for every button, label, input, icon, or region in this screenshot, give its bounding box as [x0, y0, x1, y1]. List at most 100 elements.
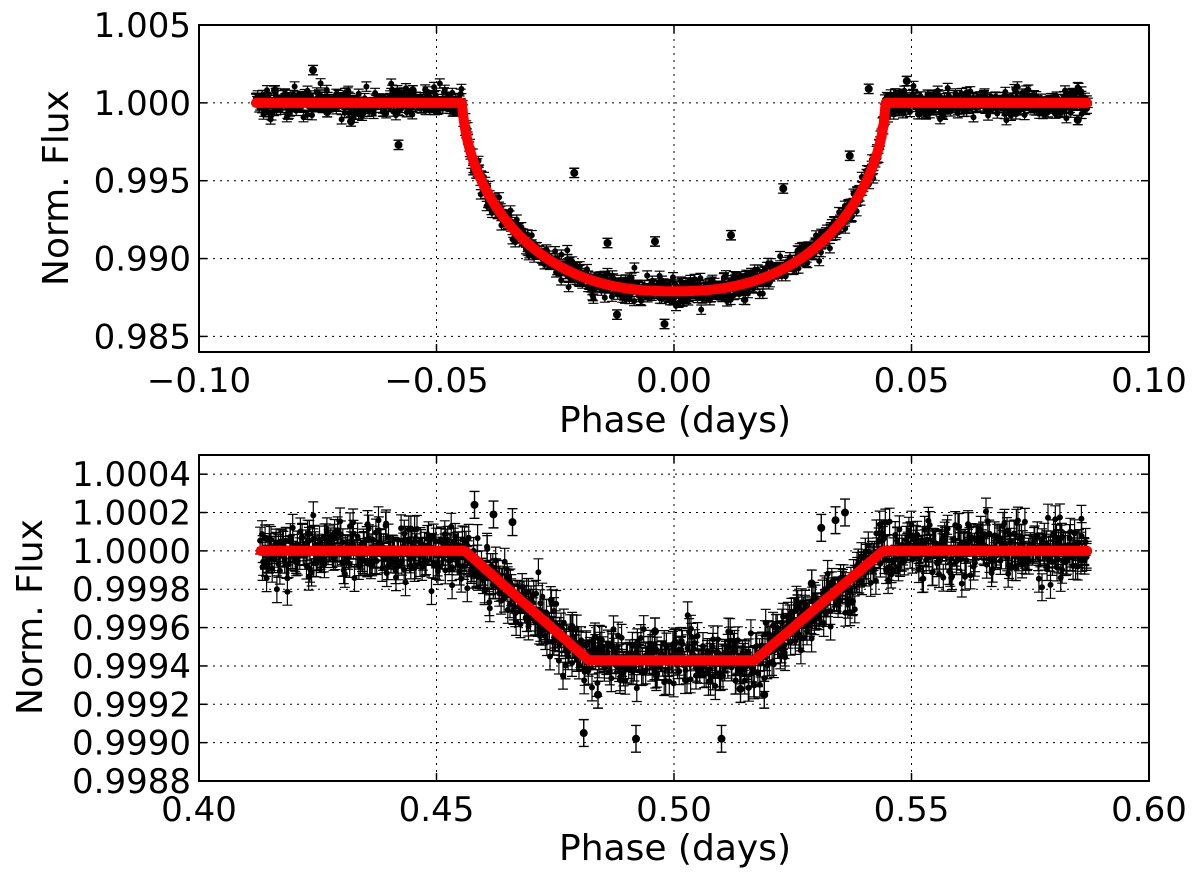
- bottom-outlier-point: [806, 569, 817, 598]
- top-outlier-marker: [394, 140, 403, 149]
- top-outlier-point: [778, 183, 789, 194]
- top-outlier-point: [407, 85, 418, 96]
- bottom-outlier-marker: [508, 518, 517, 527]
- top-outlier-marker: [651, 237, 659, 246]
- top-outlier-marker: [921, 109, 930, 118]
- top-outlier-point: [650, 236, 660, 247]
- bottom-data-points: [255, 490, 1092, 753]
- top-outlier-point: [920, 108, 931, 120]
- bottom-outlier-point: [840, 498, 850, 527]
- top-x-tick-label: −0.10: [147, 361, 251, 401]
- top-outlier-marker: [309, 66, 317, 75]
- top-y-tick-label: 0.995: [94, 162, 191, 202]
- bottom-gridlines: [199, 455, 1149, 781]
- bottom-y-tick-label: 1.0002: [72, 494, 191, 534]
- top-axes: −0.10 −0.05 0.00 0.05 0.10 0.985 0.990 0.995 1.0…: [94, 6, 1187, 401]
- top-outlier-marker: [347, 117, 355, 126]
- top-y-axis-label: Norm. Flux: [36, 90, 77, 286]
- bottom-outlier-point: [830, 506, 841, 535]
- bottom-outlier-marker: [736, 684, 745, 693]
- top-model-line: [251, 97, 1093, 297]
- bottom-x-axis-label: Phase (days): [559, 828, 791, 869]
- top-outlier-marker: [613, 310, 621, 319]
- bottom-outlier-marker: [489, 510, 498, 519]
- bottom-outlier-point: [631, 724, 641, 753]
- bottom-axes: 0.40 0.45 0.50 0.55 0.600.99880.99900.99920.…: [72, 454, 1187, 830]
- bottom-outlier-point: [593, 680, 603, 709]
- top-outlier-point: [393, 139, 404, 151]
- bottom-outlier-marker: [760, 690, 769, 699]
- bottom-panel: 0.40 0.45 0.50 0.55 0.600.99880.99900.99920.…: [10, 454, 1187, 869]
- top-outlier-point: [844, 150, 855, 162]
- top-outlier-point: [1072, 114, 1083, 126]
- bottom-outlier-marker: [717, 734, 726, 743]
- bottom-outlier-marker: [793, 604, 802, 613]
- bottom-outlier-point: [507, 507, 518, 537]
- top-panel: −0.10 −0.05 0.00 0.05 0.10 0.985 0.990 0.995 1.0…: [36, 6, 1187, 441]
- top-outlier-marker: [408, 86, 417, 95]
- top-y-tick-label: 0.985: [94, 317, 191, 357]
- top-outlier-point: [270, 85, 280, 96]
- top-outlier-marker: [864, 84, 873, 93]
- bottom-outlier-point: [469, 490, 480, 519]
- bottom-outlier-point: [488, 500, 499, 529]
- bottom-outlier-marker: [817, 523, 826, 532]
- bottom-y-tick-label: 0.9988: [72, 762, 191, 802]
- top-x-tick-label: 0.05: [874, 361, 950, 401]
- bottom-y-tick-label: 0.9992: [72, 685, 191, 725]
- top-outlier-marker: [727, 231, 735, 240]
- bottom-outlier-marker: [594, 690, 602, 699]
- bottom-outlier-marker: [632, 734, 640, 743]
- bottom-y-tick-label: 0.9990: [72, 724, 191, 764]
- top-outlier-point: [602, 237, 613, 249]
- top-outlier-marker: [603, 239, 612, 247]
- top-y-tick-label: 1.005: [94, 6, 191, 46]
- bottom-outlier-point: [759, 680, 770, 709]
- bottom-outlier-marker: [522, 614, 531, 622]
- top-outlier-marker: [779, 184, 788, 193]
- bottom-outlier-point: [578, 718, 589, 748]
- bottom-x-tick-label: 0.55: [874, 790, 950, 830]
- top-x-tick-label: −0.05: [384, 361, 488, 401]
- top-model-curve: [251, 97, 1093, 297]
- top-outlier-marker: [323, 108, 332, 117]
- top-outlier-marker: [570, 168, 579, 177]
- top-outlier-marker: [660, 319, 669, 328]
- bottom-outlier-point: [716, 724, 727, 753]
- top-outlier-point: [863, 83, 874, 95]
- bottom-outlier-marker: [579, 729, 588, 738]
- top-outlier-point: [726, 229, 736, 241]
- top-outlier-point: [612, 309, 622, 320]
- bottom-outlier-marker: [841, 508, 849, 517]
- top-outlier-point: [308, 64, 318, 76]
- top-outlier-point: [659, 318, 670, 330]
- bottom-outlier-point: [816, 513, 827, 542]
- bottom-outlier-marker: [831, 516, 840, 525]
- top-x-tick-label: 0.10: [1111, 361, 1187, 401]
- top-outlier-point: [901, 75, 912, 87]
- bottom-outlier-marker: [470, 500, 479, 509]
- bottom-y-tick-label: 1.0004: [72, 455, 191, 495]
- top-y-tick-label: 0.990: [94, 240, 191, 280]
- bottom-outlier-marker: [807, 579, 816, 588]
- top-x-axis-label: Phase (days): [559, 400, 791, 441]
- bottom-x-tick-label: 0.60: [1111, 790, 1187, 830]
- bottom-x-tick-label: 0.50: [636, 790, 712, 830]
- bottom-y-tick-label: 0.9996: [72, 609, 191, 649]
- bottom-y-tick-label: 1.0000: [72, 532, 191, 572]
- bottom-model-line: [255, 545, 1093, 666]
- bottom-y-tick-label: 0.9994: [72, 647, 191, 687]
- bottom-x-tick-label: 0.40: [161, 790, 237, 830]
- bottom-y-tick-label: 0.9998: [72, 570, 191, 610]
- top-outlier-point: [346, 116, 356, 127]
- top-y-tick-label: 1.000: [94, 84, 191, 124]
- bottom-y-axis-label: Norm. Flux: [10, 519, 51, 715]
- top-outlier-point: [569, 167, 580, 179]
- top-outlier-marker: [1073, 115, 1082, 124]
- bottom-outlier-point: [735, 674, 746, 704]
- top-outlier-marker: [271, 86, 279, 95]
- bottom-outlier-marker: [651, 627, 659, 636]
- bottom-model-curve: [255, 545, 1093, 666]
- bottom-x-tick-label: 0.45: [399, 790, 475, 830]
